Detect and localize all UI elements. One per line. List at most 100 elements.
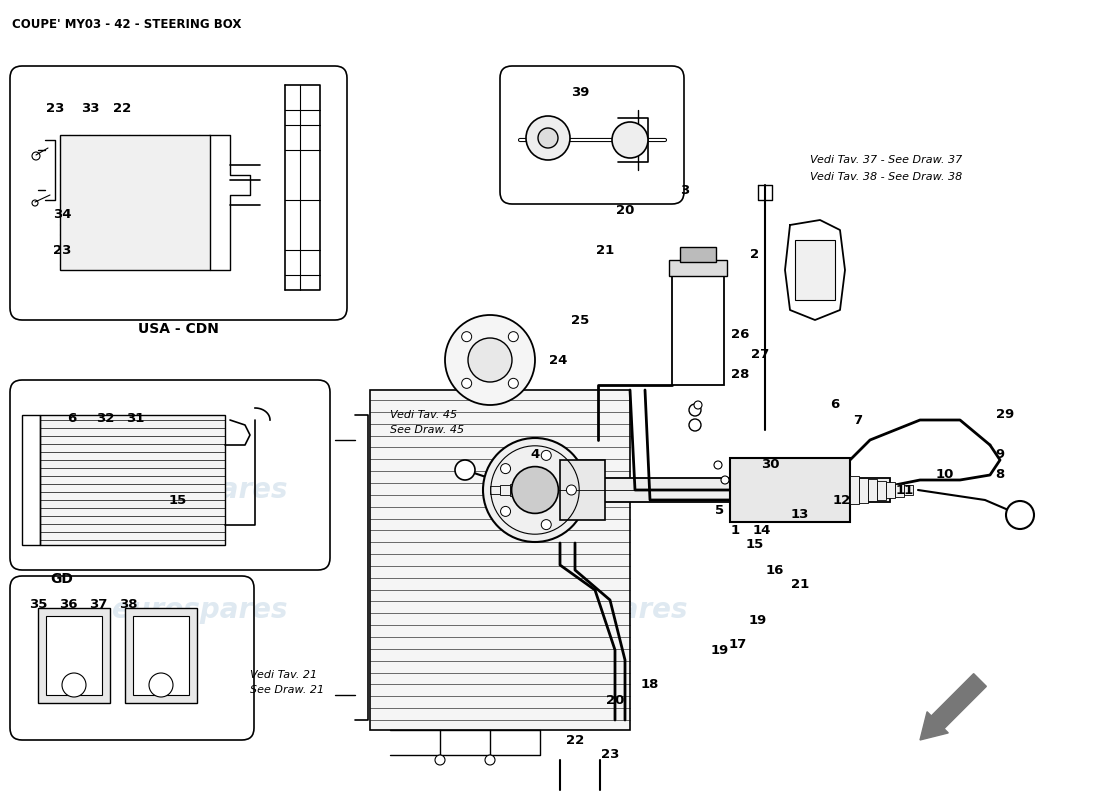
Circle shape: [455, 460, 475, 480]
Bar: [850, 476, 859, 504]
Text: 23: 23: [53, 243, 72, 257]
Text: 1: 1: [730, 523, 739, 537]
Text: 26: 26: [730, 329, 749, 342]
Text: 15: 15: [746, 538, 764, 551]
Text: 32: 32: [96, 411, 114, 425]
Text: 20: 20: [616, 203, 635, 217]
Circle shape: [483, 438, 587, 542]
Text: 31: 31: [125, 411, 144, 425]
Text: 14: 14: [752, 523, 771, 537]
Text: 38: 38: [119, 598, 138, 611]
Bar: [500, 485, 510, 495]
Bar: [40, 415, 225, 545]
Text: 6: 6: [830, 398, 839, 411]
Text: Vedi Tav. 38 - See Draw. 38: Vedi Tav. 38 - See Draw. 38: [810, 172, 962, 182]
Bar: [560, 460, 605, 520]
Text: 39: 39: [571, 86, 590, 98]
Bar: [680, 247, 716, 262]
Text: eurospares: eurospares: [112, 476, 288, 504]
Text: 35: 35: [29, 598, 47, 611]
Text: 20: 20: [606, 694, 624, 706]
Text: 17: 17: [729, 638, 747, 651]
Text: 28: 28: [730, 369, 749, 382]
Text: 27: 27: [751, 349, 769, 362]
Circle shape: [694, 401, 702, 409]
Text: 9: 9: [996, 449, 1004, 462]
Circle shape: [720, 476, 729, 484]
Text: 21: 21: [596, 243, 614, 257]
Text: 4: 4: [530, 449, 540, 462]
Bar: [370, 390, 630, 730]
Circle shape: [526, 116, 570, 160]
Text: Vedi Tav. 37 - See Draw. 37: Vedi Tav. 37 - See Draw. 37: [810, 155, 962, 165]
Bar: [730, 458, 850, 522]
Bar: [672, 275, 724, 385]
Text: 10: 10: [936, 469, 954, 482]
Circle shape: [462, 378, 472, 388]
Text: Vedi Tav. 45: Vedi Tav. 45: [390, 410, 458, 420]
Circle shape: [508, 378, 518, 388]
Text: eurospares: eurospares: [513, 596, 688, 624]
Text: 13: 13: [791, 509, 810, 522]
Circle shape: [446, 315, 535, 405]
Text: 18: 18: [641, 678, 659, 691]
Text: 33: 33: [80, 102, 99, 114]
Circle shape: [612, 122, 648, 158]
Text: 7: 7: [854, 414, 862, 426]
Text: 6: 6: [67, 411, 77, 425]
Text: Vedi Tav. 21: Vedi Tav. 21: [250, 670, 317, 680]
Circle shape: [541, 450, 551, 460]
Text: eurospares: eurospares: [112, 596, 288, 624]
Circle shape: [541, 520, 551, 530]
Text: 12: 12: [833, 494, 851, 506]
Bar: [490, 486, 500, 494]
Circle shape: [714, 461, 722, 469]
Circle shape: [508, 332, 518, 342]
Circle shape: [512, 466, 559, 514]
Text: 15: 15: [169, 494, 187, 506]
Text: 2: 2: [750, 249, 760, 262]
Bar: [795, 240, 835, 300]
Bar: [60, 135, 210, 270]
FancyArrow shape: [920, 674, 987, 740]
Text: 34: 34: [53, 209, 72, 222]
Text: 23: 23: [46, 102, 64, 114]
Circle shape: [468, 338, 512, 382]
Circle shape: [62, 673, 86, 697]
Text: 19: 19: [749, 614, 767, 626]
Text: 19: 19: [711, 643, 729, 657]
Bar: [520, 484, 530, 496]
Text: USA - CDN: USA - CDN: [138, 322, 219, 336]
Circle shape: [1006, 501, 1034, 529]
Bar: [39, 608, 110, 703]
Bar: [544, 478, 890, 502]
Text: GD: GD: [50, 572, 73, 586]
Text: 3: 3: [681, 183, 690, 197]
Text: See Draw. 21: See Draw. 21: [250, 685, 324, 695]
Bar: [46, 616, 102, 695]
Circle shape: [485, 755, 495, 765]
Bar: [669, 260, 727, 276]
Bar: [886, 482, 895, 498]
Circle shape: [538, 128, 558, 148]
Bar: [510, 484, 520, 496]
Text: 8: 8: [996, 469, 1004, 482]
Text: 22: 22: [565, 734, 584, 746]
Text: See Draw. 45: See Draw. 45: [390, 425, 464, 435]
Bar: [859, 478, 868, 503]
Text: 11: 11: [895, 483, 914, 497]
Circle shape: [566, 485, 576, 495]
Bar: [904, 485, 913, 495]
Bar: [877, 481, 886, 500]
Text: 24: 24: [549, 354, 568, 366]
Text: 30: 30: [761, 458, 779, 471]
Circle shape: [462, 332, 472, 342]
Bar: [895, 484, 904, 497]
Text: 25: 25: [571, 314, 590, 326]
Text: 23: 23: [601, 749, 619, 762]
Bar: [133, 616, 189, 695]
Text: 5: 5: [715, 503, 725, 517]
Circle shape: [689, 404, 701, 416]
Text: 16: 16: [766, 563, 784, 577]
Circle shape: [148, 673, 173, 697]
